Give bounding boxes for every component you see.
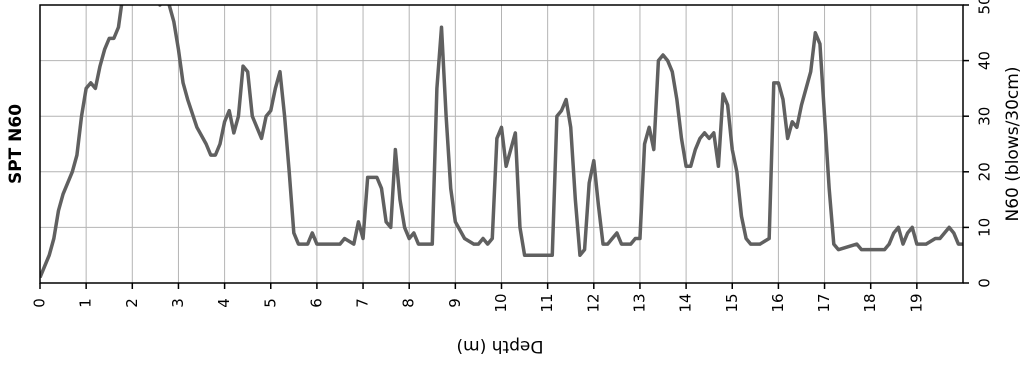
x-tick-label: 17 — [815, 293, 833, 312]
data-line — [40, 5, 963, 279]
x-tick-label: 15 — [723, 293, 741, 312]
x-tick-label: 11 — [538, 293, 556, 312]
x-tick-label: 5 — [261, 298, 279, 308]
x-tick-label: 6 — [307, 298, 325, 308]
x-tick-label: 2 — [123, 298, 141, 308]
chart-title: SPT N60 — [6, 104, 26, 184]
y-tick-label: 20 — [976, 162, 994, 181]
x-tick-label: 18 — [861, 293, 879, 312]
y-tick-label: 0 — [976, 278, 994, 288]
x-tick-label: 1 — [77, 298, 95, 308]
y-tick-label: 10 — [976, 218, 994, 237]
x-tick-label: 8 — [400, 298, 418, 308]
x-tick-label: 7 — [354, 298, 372, 308]
x-axis-label: Depth (m) — [456, 336, 543, 356]
y-axis-label: N60 (blows/30cm) — [1003, 67, 1023, 222]
x-tick-label: 9 — [446, 298, 464, 308]
y-tick-label: 30 — [976, 107, 994, 126]
x-tick-label: 14 — [677, 293, 695, 312]
y-tick-label: 40 — [976, 51, 994, 70]
x-tick-label: 16 — [769, 293, 787, 312]
x-tick-label: 10 — [492, 293, 510, 312]
x-tick-label: 3 — [169, 298, 187, 308]
x-tick-label: 12 — [584, 293, 602, 312]
y-tick-label: 50 — [976, 0, 994, 15]
x-tick-label: 13 — [630, 293, 648, 312]
x-tick-label: 0 — [31, 298, 49, 308]
x-tick-label: 19 — [907, 293, 925, 312]
x-tick-label: 4 — [215, 298, 233, 308]
